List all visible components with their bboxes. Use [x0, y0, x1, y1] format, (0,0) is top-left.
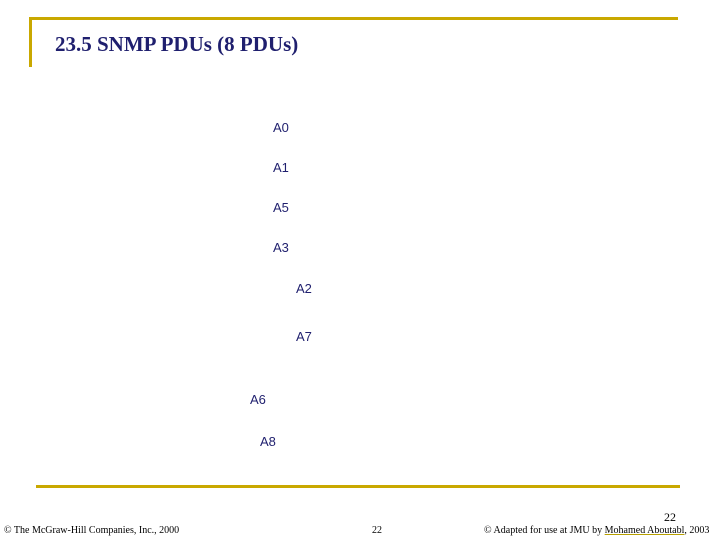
label: A2: [296, 281, 312, 296]
label: A3: [273, 240, 289, 255]
label: A7: [296, 329, 312, 344]
label: A0: [273, 120, 289, 135]
title-bar-vertical: [29, 17, 32, 67]
footer-left: © The McGraw-Hill Companies, Inc., 2000: [4, 525, 180, 536]
label: A1: [273, 160, 289, 175]
label: A8: [260, 434, 276, 449]
footer-right-suffix: , 2003: [684, 525, 710, 536]
label: A5: [273, 200, 289, 215]
author-link[interactable]: Mohamed Aboutabl: [604, 525, 685, 536]
footer-center: 22: [372, 525, 382, 536]
footer-right-prefix: © Adapted for use at JMU by: [484, 525, 605, 536]
slide-title: 23.5 SNMP PDUs (8 PDUs): [55, 32, 299, 56]
page-number: 22: [664, 510, 676, 524]
footer-rule: [36, 485, 680, 488]
footer-right: © Adapted for use at JMU by Mohamed Abou…: [484, 525, 709, 536]
label: A6: [250, 392, 266, 407]
title-bar-horizontal: [29, 17, 678, 20]
